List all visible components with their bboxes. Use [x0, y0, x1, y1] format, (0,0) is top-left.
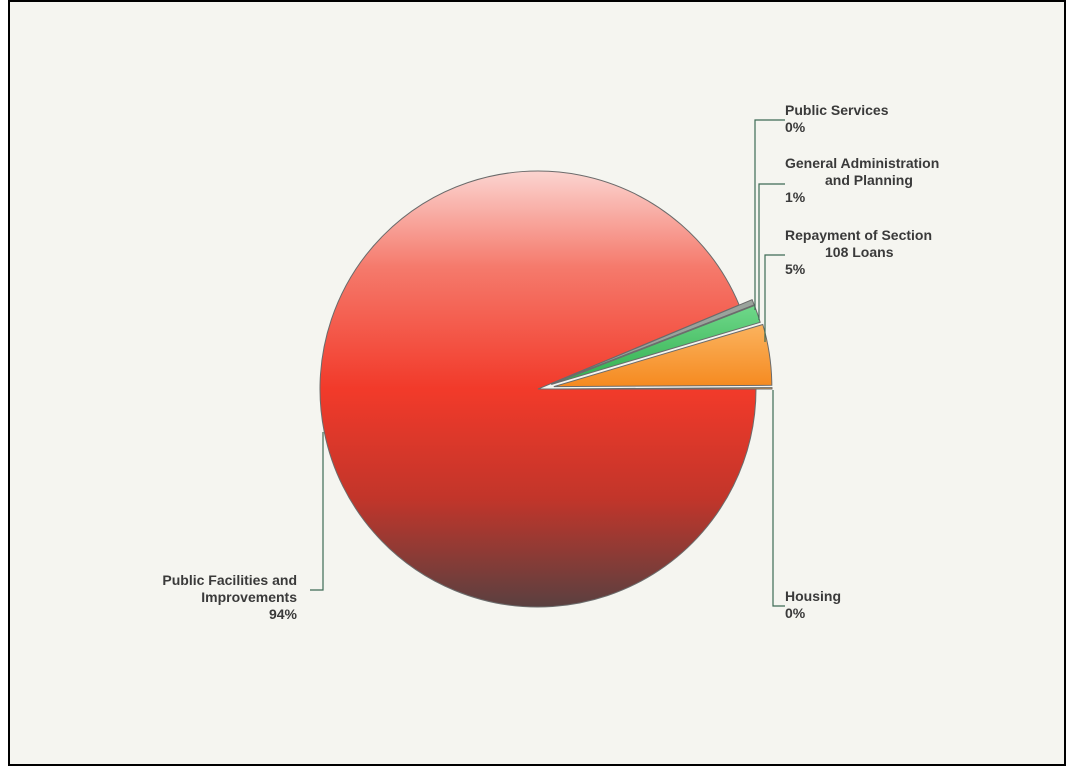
slice-percent-general-administration-and-planning: 1% — [785, 189, 806, 205]
leader-line-housing — [772, 390, 785, 607]
slice-label-general-administration-and-planning: General Administration and Planning 1% — [785, 155, 939, 205]
pie-slice-public-services — [550, 299, 755, 385]
pie-slice-housing — [553, 387, 773, 390]
slice-percent-public-services: 0% — [785, 119, 806, 135]
pie-slice-repayment-of-section-108-loans — [553, 323, 773, 388]
slice-label-public-services: Public Services 0% — [785, 102, 889, 135]
slice-percent-public-facilities-and-improvements: 94% — [269, 606, 298, 622]
pie-chart: Public Facilities and Improvements 94% Publ… — [162, 102, 939, 622]
leader-line-repayment-of-section-108-loans — [764, 254, 785, 342]
chart-frame: Public Facilities and Improvements 94% Publ… — [8, 0, 1066, 766]
slice-label-housing: Housing 0% — [785, 588, 841, 621]
leader-line-general-administration-and-planning — [758, 183, 785, 320]
slice-label-repayment-of-section-108-loans: Repayment of Section 108 Loans 5% — [785, 227, 932, 277]
slice-percent-housing: 0% — [785, 605, 806, 621]
leader-line-public-facilities-and-improvements — [310, 432, 324, 591]
slice-percent-repayment-of-section-108-loans: 5% — [785, 261, 806, 277]
leader-line-public-services — [754, 119, 785, 310]
slice-label-public-facilities-and-improvements: Public Facilities and Improvements 94% — [162, 572, 297, 622]
pie-slice-public-facilities-and-improvements — [319, 170, 757, 608]
